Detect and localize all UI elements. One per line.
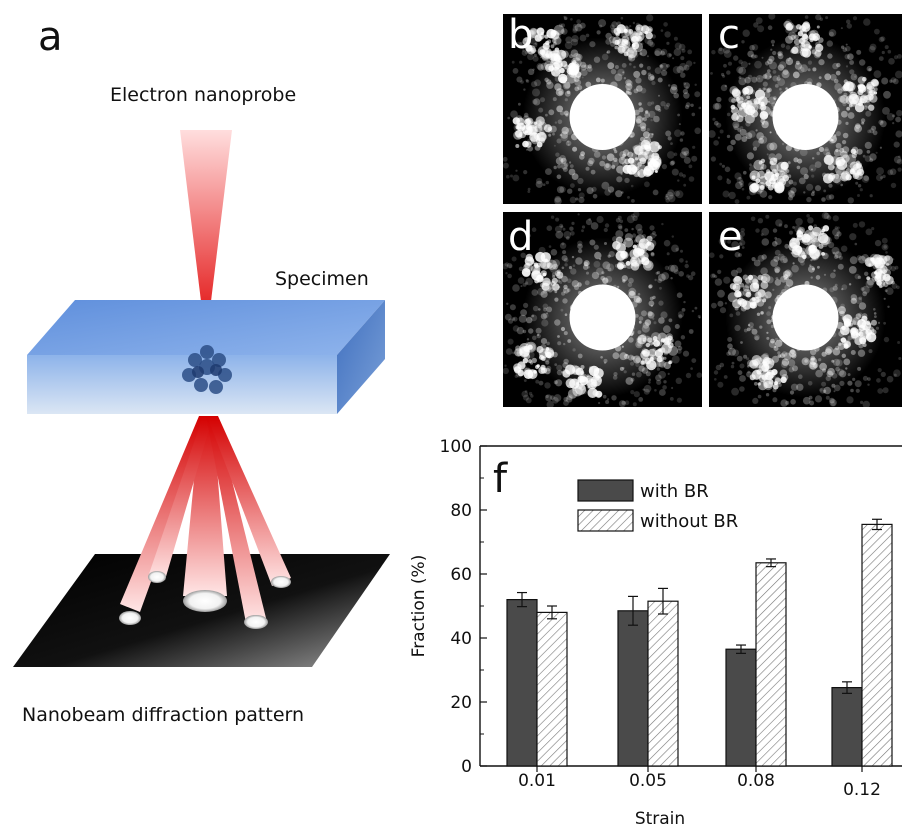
micrograph-letter-b: b xyxy=(508,12,534,58)
bar-with-br-0.05 xyxy=(617,610,649,767)
x-tick-label: 0.08 xyxy=(737,771,775,791)
diffraction-micrographs xyxy=(502,12,902,409)
error-bar xyxy=(766,558,776,568)
x-tick-label: 0.05 xyxy=(629,771,667,791)
error-bar xyxy=(842,681,852,694)
micrograph-c xyxy=(707,12,902,205)
x-tick-label: 0.01 xyxy=(518,771,556,791)
bar-without-br-0.08 xyxy=(755,562,787,767)
y-tick-label: 40 xyxy=(450,629,472,649)
bar-with-br-0.01 xyxy=(506,598,538,767)
legend-swatch xyxy=(577,479,634,502)
legend-label: with BR xyxy=(640,481,709,502)
x-axis-label: Strain xyxy=(635,809,685,829)
y-axis-label: Fraction (%) xyxy=(409,555,429,658)
nanobeam-pattern-label: Nanobeam diffraction pattern xyxy=(22,704,305,726)
y-tick-label: 20 xyxy=(450,693,472,713)
diffracted-rays xyxy=(120,416,291,623)
panel-letter-a: a xyxy=(38,14,63,60)
error-bar xyxy=(628,595,638,626)
x-tick-label: 0.12 xyxy=(843,780,881,800)
error-bar xyxy=(658,587,668,615)
y-tick-label: 60 xyxy=(450,565,472,585)
error-bar xyxy=(547,605,557,620)
electron-nanoprobe-label: Electron nanoprobe xyxy=(110,84,297,106)
error-bar xyxy=(736,644,746,654)
specimen-slab xyxy=(27,300,385,414)
micrograph-letter-e: e xyxy=(718,214,743,260)
bar-without-br-0.12 xyxy=(861,523,893,767)
specimen-label: Specimen xyxy=(275,268,369,290)
y-tick-label: 80 xyxy=(450,501,472,521)
error-bar xyxy=(872,518,882,531)
micrograph-b xyxy=(502,14,702,205)
bar-with-br-0.08 xyxy=(725,648,757,767)
micrograph-letter-c: c xyxy=(718,12,740,58)
legend-label: without BR xyxy=(640,511,738,532)
incident-beam xyxy=(180,130,232,342)
micrograph-d xyxy=(502,211,703,409)
error-bar xyxy=(517,591,527,608)
panel-letter-f: f xyxy=(493,456,508,502)
bar-without-br-0.05 xyxy=(647,600,679,767)
bar-without-br-0.01 xyxy=(536,611,568,767)
micrograph-e xyxy=(709,212,902,409)
legend-swatch xyxy=(577,509,634,532)
chart-legend: with BR without BR xyxy=(577,479,738,532)
diffraction-spots xyxy=(119,571,291,629)
nanoprobe-diagram xyxy=(13,130,390,667)
atom-cluster xyxy=(182,345,232,394)
y-tick-label: 100 xyxy=(440,437,472,457)
bar-with-br-0.12 xyxy=(831,686,863,767)
micrograph-letter-d: d xyxy=(508,214,534,260)
y-tick-label: 0 xyxy=(461,757,472,777)
